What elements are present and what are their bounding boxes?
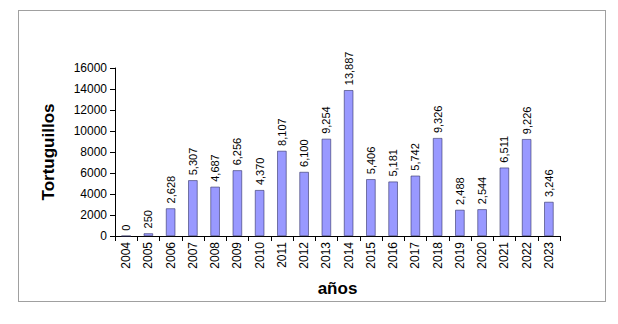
svg-text:2008: 2008 [208,242,222,269]
svg-text:5,307: 5,307 [187,148,199,176]
svg-text:2007: 2007 [186,242,200,269]
svg-text:2006: 2006 [164,242,178,269]
svg-text:0: 0 [120,225,132,231]
svg-text:2023: 2023 [542,242,556,269]
svg-text:8000: 8000 [80,145,107,159]
svg-text:2020: 2020 [475,242,489,269]
svg-text:2018: 2018 [431,242,445,269]
svg-text:6,511: 6,511 [498,136,510,163]
svg-text:4000: 4000 [80,187,107,201]
svg-text:2010: 2010 [253,242,267,269]
svg-text:2012: 2012 [297,242,311,269]
svg-text:5,406: 5,406 [365,147,377,175]
svg-text:3,246: 3,246 [543,169,555,197]
svg-text:2019: 2019 [453,242,467,269]
svg-text:6,256: 6,256 [231,138,243,166]
svg-text:años: años [318,279,358,298]
svg-text:2022: 2022 [520,242,534,269]
svg-text:2017: 2017 [408,242,422,269]
svg-text:12000: 12000 [74,103,108,117]
svg-text:2014: 2014 [342,242,356,269]
svg-text:Tortuguillos: Tortuguillos [39,104,58,201]
svg-text:2009: 2009 [230,242,244,269]
svg-text:9,254: 9,254 [320,106,332,134]
svg-text:2013: 2013 [319,242,333,269]
svg-text:2021: 2021 [497,242,511,269]
svg-text:250: 250 [142,210,154,228]
svg-text:4,370: 4,370 [254,158,266,186]
svg-text:2004: 2004 [119,242,133,269]
svg-text:5,742: 5,742 [409,143,421,171]
svg-text:16000: 16000 [74,61,108,75]
svg-text:2,544: 2,544 [476,177,488,205]
svg-text:9,326: 9,326 [432,106,444,134]
svg-text:14000: 14000 [74,82,108,96]
svg-text:6000: 6000 [80,166,107,180]
svg-text:2011: 2011 [275,242,289,268]
svg-text:2016: 2016 [386,242,400,269]
svg-text:2,488: 2,488 [454,177,466,205]
svg-text:4,687: 4,687 [209,154,221,182]
svg-text:2000: 2000 [80,208,107,222]
svg-text:13,887: 13,887 [343,52,355,86]
svg-text:2015: 2015 [364,242,378,269]
svg-text:5,181: 5,181 [387,149,399,177]
svg-text:0: 0 [100,229,107,243]
svg-text:2005: 2005 [141,242,155,269]
svg-text:10000: 10000 [74,124,108,138]
svg-text:8,107: 8,107 [276,118,288,146]
svg-text:9,226: 9,226 [521,107,533,135]
svg-text:2,628: 2,628 [165,176,177,204]
svg-text:6,100: 6,100 [298,139,310,167]
